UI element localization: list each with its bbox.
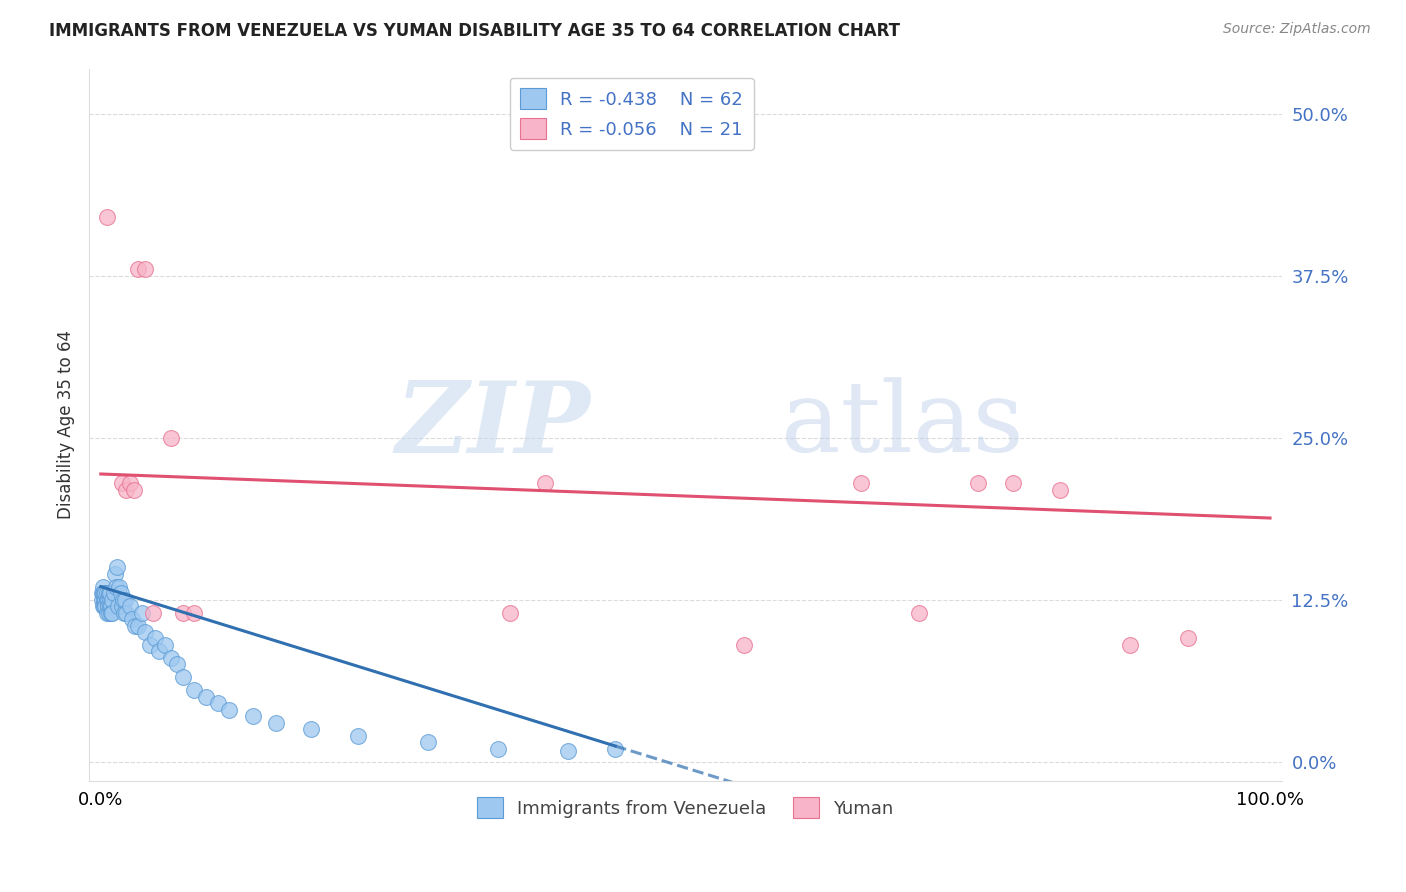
Point <box>115 606 138 620</box>
Point <box>104 566 127 581</box>
Point <box>115 483 138 497</box>
Point <box>124 618 146 632</box>
Point <box>93 599 115 614</box>
Point <box>98 599 121 614</box>
Point <box>96 592 118 607</box>
Point <box>97 599 120 614</box>
Point <box>131 606 153 620</box>
Point <box>100 599 122 614</box>
Point <box>139 638 162 652</box>
Point <box>418 735 440 749</box>
Point <box>112 606 135 620</box>
Point <box>107 599 129 614</box>
Point <box>160 431 183 445</box>
Point <box>172 606 194 620</box>
Point <box>966 476 988 491</box>
Point <box>172 670 194 684</box>
Point <box>91 580 114 594</box>
Point <box>100 606 122 620</box>
Point <box>96 211 118 225</box>
Point <box>242 709 264 723</box>
Point <box>127 262 149 277</box>
Point <box>105 560 128 574</box>
Point <box>486 741 509 756</box>
Point <box>103 586 125 600</box>
Point <box>264 715 287 730</box>
Point <box>93 592 115 607</box>
Point <box>111 592 134 607</box>
Point <box>104 580 127 594</box>
Point <box>121 612 143 626</box>
Point <box>101 592 124 607</box>
Point <box>148 644 170 658</box>
Point <box>1118 638 1140 652</box>
Point <box>96 586 118 600</box>
Point <box>1177 632 1199 646</box>
Point <box>97 606 120 620</box>
Point <box>142 606 165 620</box>
Text: Source: ZipAtlas.com: Source: ZipAtlas.com <box>1223 22 1371 37</box>
Point <box>118 476 141 491</box>
Point <box>122 483 145 497</box>
Point <box>299 722 322 736</box>
Point <box>605 741 627 756</box>
Point <box>1049 483 1071 497</box>
Point <box>96 606 118 620</box>
Point <box>557 744 579 758</box>
Point <box>143 632 166 646</box>
Point <box>499 606 522 620</box>
Point <box>207 696 229 710</box>
Point <box>166 657 188 672</box>
Point <box>134 262 156 277</box>
Point <box>114 592 136 607</box>
Point <box>908 606 931 620</box>
Point <box>1001 476 1024 491</box>
Point <box>849 476 872 491</box>
Point <box>111 476 134 491</box>
Text: IMMIGRANTS FROM VENEZUELA VS YUMAN DISABILITY AGE 35 TO 64 CORRELATION CHART: IMMIGRANTS FROM VENEZUELA VS YUMAN DISAB… <box>49 22 900 40</box>
Point <box>94 586 117 600</box>
Point <box>118 599 141 614</box>
Text: ZIP: ZIP <box>395 376 591 473</box>
Point <box>97 592 120 607</box>
Point <box>153 638 176 652</box>
Point <box>101 606 124 620</box>
Point <box>183 683 205 698</box>
Point <box>127 618 149 632</box>
Point <box>93 586 115 600</box>
Point <box>98 586 121 600</box>
Point <box>108 580 131 594</box>
Point <box>134 625 156 640</box>
Point <box>110 586 132 600</box>
Point <box>90 586 112 600</box>
Y-axis label: Disability Age 35 to 64: Disability Age 35 to 64 <box>58 330 75 519</box>
Point <box>94 599 117 614</box>
Point <box>534 476 557 491</box>
Point <box>91 586 114 600</box>
Point <box>94 592 117 607</box>
Point <box>90 592 112 607</box>
Point <box>91 599 114 614</box>
Text: atlas: atlas <box>780 376 1024 473</box>
Legend: Immigrants from Venezuela, Yuman: Immigrants from Venezuela, Yuman <box>470 790 901 825</box>
Point <box>160 651 183 665</box>
Point <box>195 690 218 704</box>
Point <box>218 703 240 717</box>
Point <box>111 599 134 614</box>
Point <box>347 729 370 743</box>
Point <box>98 592 121 607</box>
Point <box>733 638 755 652</box>
Point <box>97 586 120 600</box>
Point <box>183 606 205 620</box>
